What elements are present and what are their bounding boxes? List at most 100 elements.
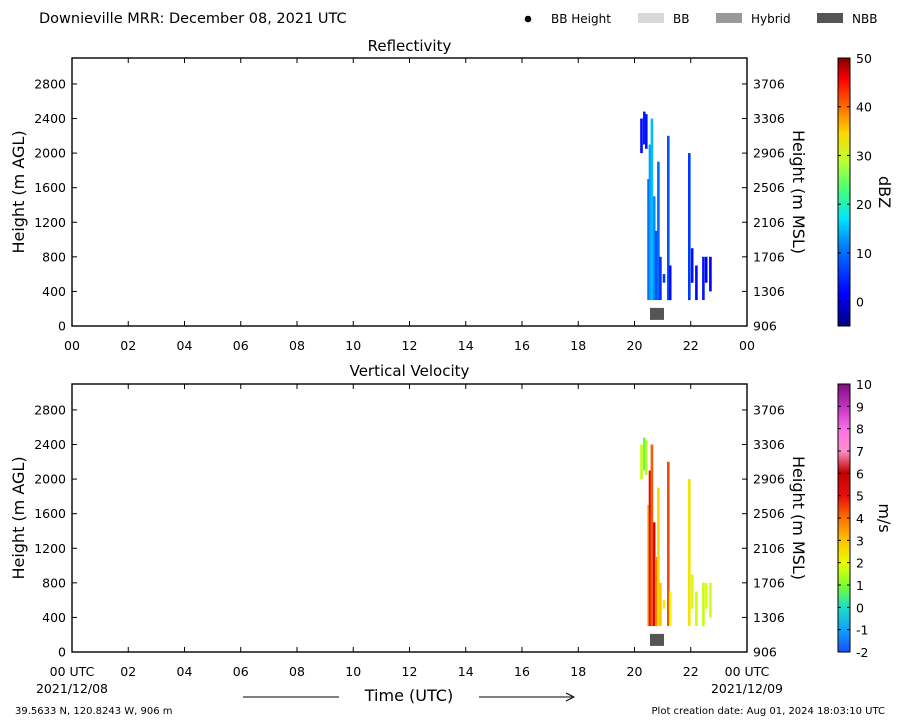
colorbar-tick-label: 6 bbox=[856, 466, 864, 481]
colorbar-tick-label: 10 bbox=[856, 246, 872, 261]
y-tick-label-right: 1306 bbox=[753, 284, 785, 299]
data-column bbox=[652, 196, 656, 300]
y-tick-label-right: 2106 bbox=[753, 215, 785, 230]
data-column bbox=[657, 487, 660, 626]
data-column bbox=[688, 153, 691, 301]
data-column bbox=[647, 179, 650, 300]
y-tick-label-right: 1306 bbox=[753, 610, 785, 625]
colorbar-tick-label: 1 bbox=[856, 578, 864, 593]
legend-bb-height: BB Height bbox=[551, 12, 611, 26]
x-tick-label: 00 bbox=[64, 338, 80, 353]
x-tick-label: 18 bbox=[570, 664, 586, 679]
data-column bbox=[690, 574, 694, 609]
y-tick-label-right: 2506 bbox=[753, 506, 785, 521]
data-column bbox=[650, 118, 654, 300]
colorbar-tick-label: 2 bbox=[856, 556, 864, 571]
colorbar-tick-label: 3 bbox=[856, 533, 864, 548]
nbb-legend-swatch bbox=[817, 13, 843, 23]
x-tick-label: 20 bbox=[627, 664, 643, 679]
velocity-panel: Vertical Velocity 00 UTC 02 04 06 08 10 12 14 16… bbox=[9, 362, 894, 679]
velocity-colorbar-label: m/s bbox=[875, 503, 894, 532]
data-column bbox=[709, 582, 712, 618]
data-column bbox=[650, 444, 654, 626]
velocity-ylabel-right: Height (m MSL) bbox=[789, 456, 808, 580]
x-tick-label: 08 bbox=[289, 338, 305, 353]
data-column bbox=[668, 265, 672, 301]
y-tick-label-right: 3706 bbox=[753, 76, 785, 91]
x-tick-label: 00 bbox=[739, 338, 755, 353]
velocity-ticks: 00 UTC 02 04 06 08 10 12 14 16 18 20 22 00 UTC 0 906 40… bbox=[34, 384, 785, 679]
y-tick-label-right: 2106 bbox=[753, 541, 785, 556]
data-column bbox=[645, 114, 648, 149]
x-tick-label: 06 bbox=[233, 664, 249, 679]
data-column bbox=[643, 437, 646, 471]
figure-title: Downieville MRR: December 08, 2021 UTC bbox=[39, 11, 347, 27]
creation-date: Plot creation date: Aug 01, 2024 18:03:1… bbox=[652, 706, 885, 717]
colorbar-tick-label: 30 bbox=[856, 148, 872, 163]
y-tick-label: 2000 bbox=[34, 146, 66, 161]
reflectivity-ylabel: Height (m AGL) bbox=[9, 130, 28, 253]
colorbar-tick-label: 4 bbox=[856, 511, 864, 526]
data-column bbox=[688, 479, 691, 627]
data-column bbox=[654, 556, 658, 627]
y-tick-label: 2800 bbox=[34, 402, 66, 417]
data-column bbox=[659, 582, 662, 626]
y-tick-label: 800 bbox=[42, 249, 66, 264]
reflectivity-colorbar-label: dBZ bbox=[875, 176, 894, 208]
reflectivity-plot-frame bbox=[71, 57, 748, 327]
data-column bbox=[645, 440, 648, 475]
x-tick-label: 08 bbox=[289, 664, 305, 679]
data-column bbox=[695, 265, 698, 301]
velocity-ylabel: Height (m AGL) bbox=[9, 456, 28, 579]
y-tick-label: 1200 bbox=[34, 215, 66, 230]
x-tick-label: 16 bbox=[514, 338, 530, 353]
data-column bbox=[667, 461, 670, 627]
velocity-title: Vertical Velocity bbox=[350, 362, 470, 380]
colorbar-tick-label: 0 bbox=[856, 600, 864, 615]
colorbar-tick-label: -1 bbox=[856, 623, 868, 638]
y-tick-label: 0 bbox=[58, 319, 66, 334]
y-tick-label-right: 906 bbox=[753, 319, 777, 334]
x-tick-label: 22 bbox=[683, 338, 699, 353]
data-column bbox=[654, 230, 658, 301]
bb-height-legend-dot bbox=[524, 15, 532, 23]
date-end: 2021/12/09 bbox=[711, 681, 783, 696]
y-tick-label-right: 3306 bbox=[753, 111, 785, 126]
reflectivity-colorbar bbox=[837, 57, 851, 327]
colorbar-tick-label: 8 bbox=[856, 422, 864, 437]
data-column bbox=[648, 470, 652, 627]
x-tick-label: 10 bbox=[345, 338, 361, 353]
y-tick-label: 1200 bbox=[34, 541, 66, 556]
colorbar-tick-label: 20 bbox=[856, 197, 872, 212]
x-tick-label: 04 bbox=[177, 338, 193, 353]
y-tick-label-right: 906 bbox=[753, 645, 777, 660]
y-tick-label-right: 3706 bbox=[753, 402, 785, 417]
x-tick-label: 14 bbox=[458, 664, 474, 679]
y-tick-label: 2800 bbox=[34, 76, 66, 91]
x-tick-label: 22 bbox=[683, 664, 699, 679]
x-tick-label: 04 bbox=[177, 664, 193, 679]
y-tick-label-right: 3306 bbox=[753, 437, 785, 452]
x-tick-label: 02 bbox=[120, 338, 136, 353]
reflectivity-title: Reflectivity bbox=[368, 37, 452, 55]
y-tick-label: 800 bbox=[42, 575, 66, 590]
data-column bbox=[659, 256, 662, 300]
y-tick-label-right: 1706 bbox=[753, 249, 785, 264]
data-column bbox=[702, 582, 705, 626]
data-column bbox=[662, 274, 666, 283]
colorbar-tick-label: -2 bbox=[856, 645, 868, 660]
colorbar-tick-label: 7 bbox=[856, 444, 864, 459]
data-column bbox=[647, 505, 650, 626]
data-column bbox=[640, 118, 643, 154]
data-column bbox=[662, 600, 666, 609]
data-column bbox=[704, 582, 708, 609]
y-tick-label: 400 bbox=[42, 284, 66, 299]
y-tick-label-right: 2906 bbox=[753, 146, 785, 161]
reflectivity-panel: Reflectivity 00 02 04 06 08 10 12 14 16 18 20 22 000… bbox=[9, 37, 894, 353]
reflectivity-marks bbox=[640, 111, 712, 320]
y-tick-label: 2400 bbox=[34, 111, 66, 126]
data-column bbox=[643, 111, 646, 145]
x-tick-label: 20 bbox=[627, 338, 643, 353]
